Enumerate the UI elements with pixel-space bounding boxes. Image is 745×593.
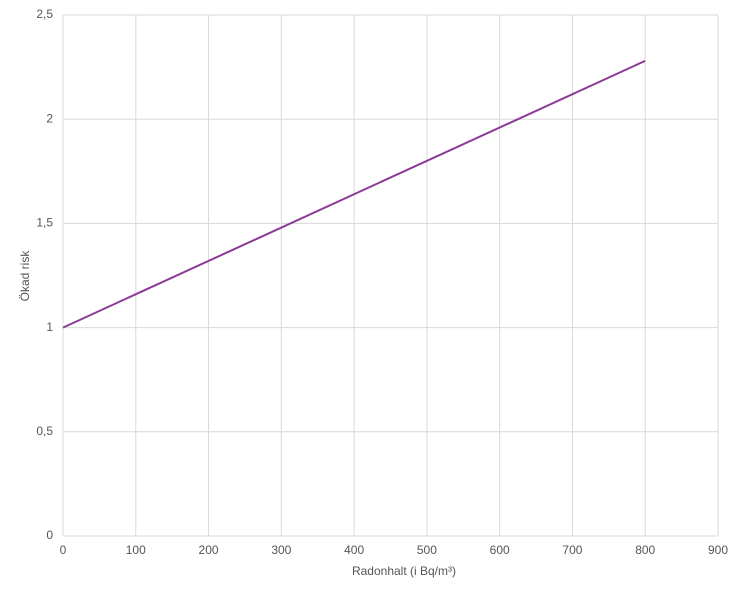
x-tick-label: 500 <box>417 543 437 557</box>
y-tick-label: 2,5 <box>36 7 53 21</box>
x-tick-label: 0 <box>60 543 67 557</box>
x-tick-label: 800 <box>635 543 655 557</box>
x-tick-label: 400 <box>344 543 364 557</box>
x-axis-label: Radonhalt (i Bq/m³) <box>352 564 456 578</box>
x-tick-label: 600 <box>490 543 510 557</box>
x-tick-label: 200 <box>199 543 219 557</box>
y-tick-label: 0,5 <box>36 424 53 438</box>
y-tick-label: 0 <box>46 528 53 542</box>
y-axis-label: Ökad risk <box>18 250 32 302</box>
x-tick-label: 300 <box>271 543 291 557</box>
x-tick-label: 700 <box>562 543 582 557</box>
y-tick-label: 1 <box>46 320 53 334</box>
x-tick-label: 100 <box>126 543 146 557</box>
y-tick-label: 2 <box>46 111 53 125</box>
line <box>62 59 646 329</box>
x-tick-label: 900 <box>708 543 728 557</box>
y-tick-label: 1,5 <box>36 216 53 230</box>
